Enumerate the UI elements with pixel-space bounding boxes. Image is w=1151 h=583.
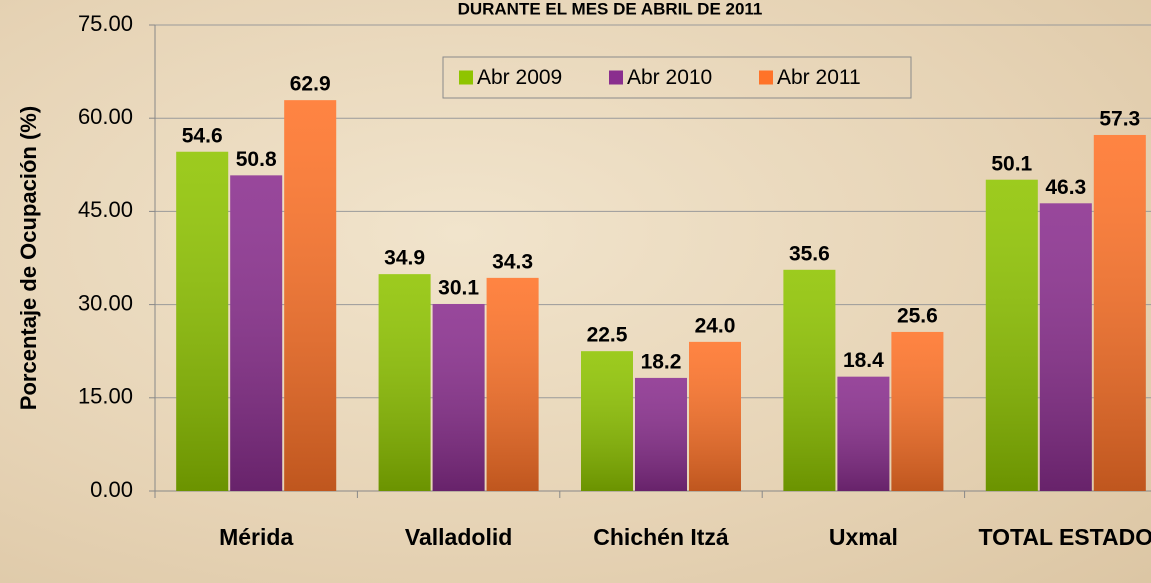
- data-label: 62.9: [290, 73, 331, 96]
- data-label: 54.6: [182, 124, 223, 147]
- data-label: 25.6: [897, 304, 938, 327]
- data-label: 18.4: [843, 349, 884, 372]
- legend-swatch: [609, 70, 623, 85]
- data-label: 34.9: [384, 247, 425, 270]
- bar-shade: [284, 100, 337, 491]
- x-tick-label: Valladolid: [404, 524, 513, 550]
- legend-swatch: [759, 70, 773, 85]
- y-tick-label: 30.00: [78, 290, 133, 315]
- bar-shade: [176, 151, 229, 491]
- data-label: 18.2: [641, 350, 682, 373]
- data-label: 30.1: [438, 277, 479, 300]
- bar-shade: [1093, 134, 1146, 491]
- legend-label: Abr 2009: [477, 66, 562, 89]
- y-tick-label: 45.00: [78, 197, 133, 222]
- data-label: 50.1: [991, 152, 1032, 175]
- bar-shade: [783, 269, 836, 491]
- bar-shade: [837, 376, 890, 491]
- data-label: 34.3: [492, 250, 533, 273]
- x-tick-label: Chichén Itzá: [593, 524, 729, 550]
- y-axis-label: Porcentaje de Ocupación (%): [16, 106, 41, 410]
- chart-title: DURANTE EL MES DE ABRIL DE 2011: [458, 0, 763, 18]
- legend-label: Abr 2010: [627, 66, 712, 89]
- legend-label: Abr 2011: [777, 66, 861, 89]
- bar-shade: [581, 351, 633, 491]
- data-label: 50.8: [236, 148, 277, 171]
- bar-shade: [432, 303, 485, 491]
- x-tick-label: Mérida: [219, 524, 294, 550]
- data-label: 46.3: [1045, 176, 1086, 199]
- y-tick-label: 15.00: [78, 384, 133, 409]
- bar-shade: [486, 277, 539, 491]
- bar-shade: [230, 175, 283, 491]
- y-tick-label: 0.00: [90, 477, 133, 502]
- bar-shade: [635, 377, 687, 491]
- data-label: 22.5: [587, 324, 628, 347]
- data-label: 57.3: [1099, 108, 1140, 131]
- bar-shade: [1039, 203, 1092, 491]
- bar-shade: [891, 331, 944, 491]
- x-tick-label: Uxmal: [828, 524, 898, 550]
- data-label: 35.6: [789, 242, 830, 265]
- y-tick-label: 60.00: [78, 104, 133, 129]
- bar-shade: [689, 341, 741, 491]
- data-label: 24.0: [695, 314, 736, 337]
- y-tick-label: 75.00: [78, 11, 133, 36]
- bar-shade: [985, 179, 1038, 491]
- legend-box: [442, 56, 912, 99]
- legend-swatch: [459, 70, 473, 85]
- x-tick-label: TOTAL ESTADO: [978, 524, 1151, 550]
- bar-shade: [378, 274, 431, 491]
